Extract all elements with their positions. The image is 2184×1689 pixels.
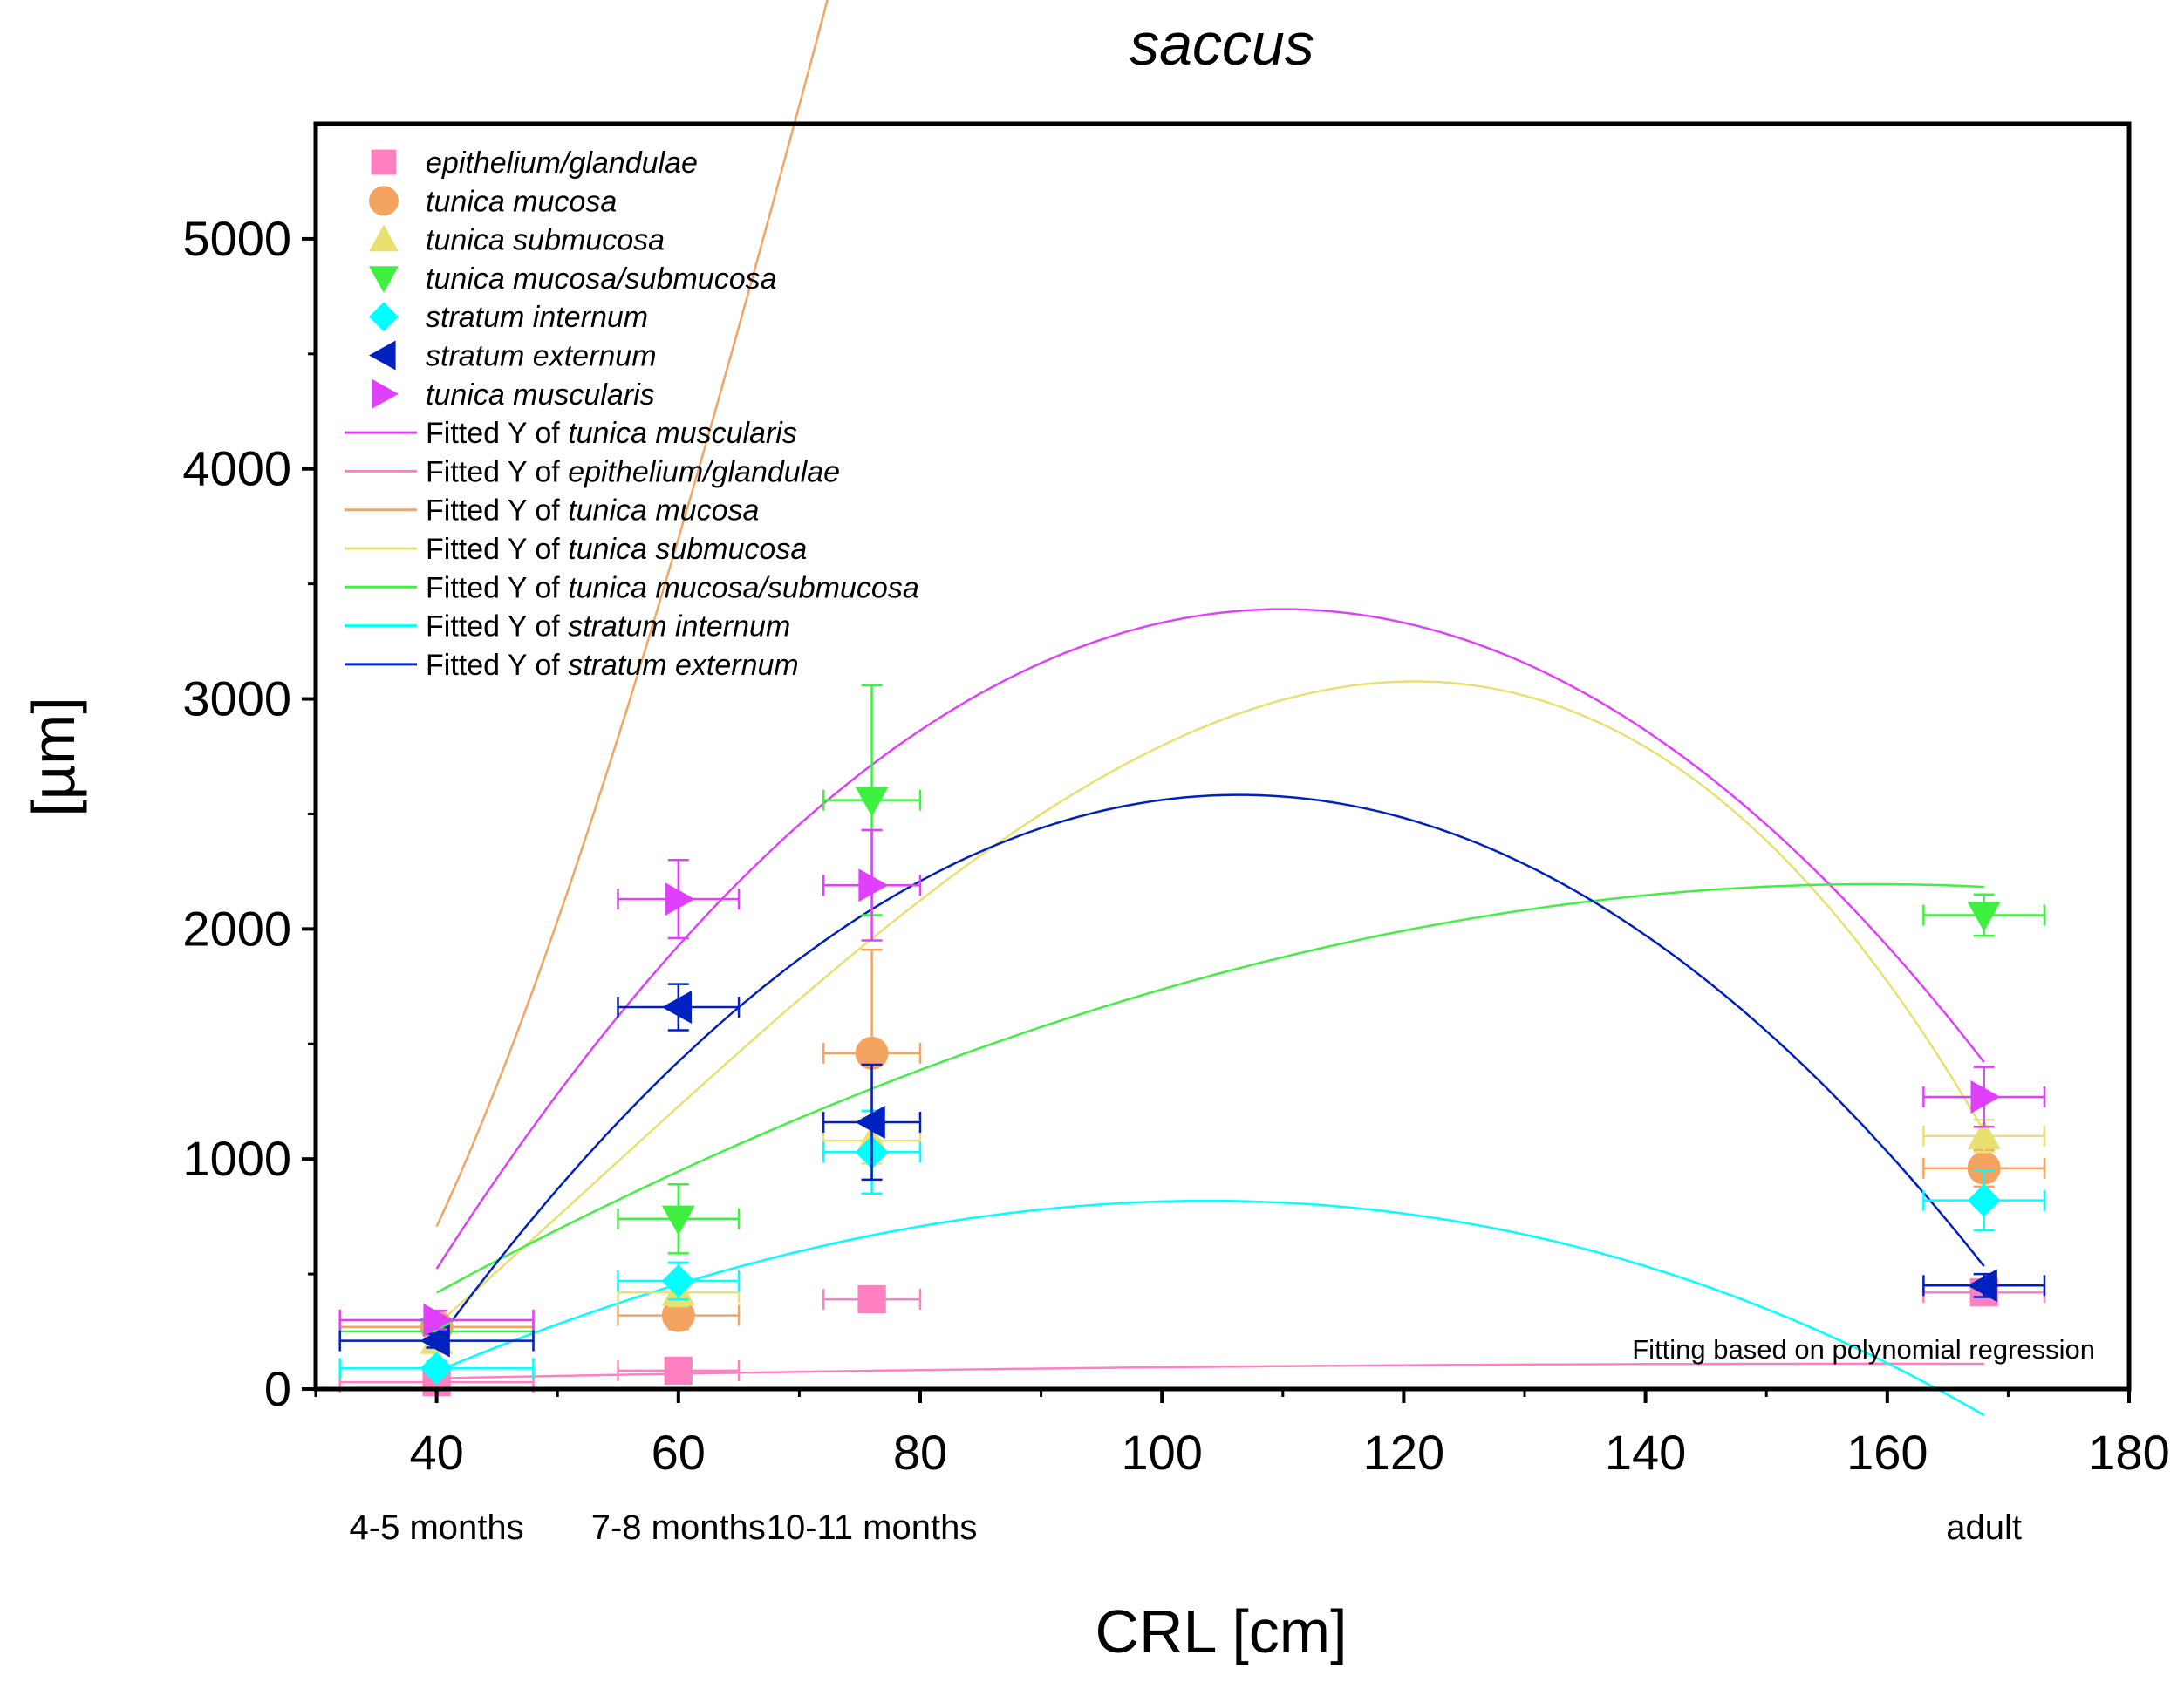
x-tick-label: 60 [652, 1425, 706, 1480]
plot-area [338, 0, 2046, 1417]
data-point [857, 1284, 886, 1314]
data-point [661, 1264, 695, 1298]
legend-fit-label-tunica-submucosa: Fitted Y of tunica submucosa [426, 533, 807, 566]
x-tick-label: 100 [1121, 1425, 1202, 1480]
legend-marker-tunica-submucosa [369, 224, 399, 252]
legend-marker-stratum-internum [369, 302, 399, 332]
stage-label: 7-8 months [591, 1509, 766, 1547]
x-tick-label: 180 [2088, 1425, 2169, 1480]
data-point [1967, 1269, 1997, 1303]
y-tick-label: 5000 [182, 211, 291, 266]
y-tick-label: 4000 [182, 441, 291, 496]
x-tick-label: 40 [409, 1425, 463, 1480]
data-point [1967, 1119, 2001, 1149]
legend-fit-label-stratum-externum: Fitted Y of stratum externum [426, 649, 799, 682]
legend-marker-stratum-externum [369, 340, 396, 371]
legend-label-tunica-mucosa: tunica mucosa [426, 185, 617, 218]
stage-label: 10-11 months [767, 1509, 978, 1547]
data-point [420, 1352, 454, 1386]
series-tunica-muscularis [338, 828, 2046, 1337]
stage-label: adult [1946, 1509, 2022, 1547]
series-stratum-externum [338, 983, 2046, 1358]
data-point [855, 1036, 889, 1070]
x-axis-label: CRL [cm] [1095, 1597, 1347, 1665]
legend-fit-label-tunica-mucosa: Fitted Y of tunica mucosa [426, 494, 759, 528]
x-tick-label: 160 [1846, 1425, 1928, 1480]
data-point [423, 1303, 454, 1337]
fit-line-stratum-internum [436, 1199, 1985, 1417]
legend-label-tunica-muscularis: tunica muscularis [426, 378, 655, 412]
x-tick-label: 120 [1363, 1425, 1444, 1480]
data-point [664, 1356, 693, 1386]
legend-marker-tunica-mucosa-submucosa [369, 266, 399, 293]
data-point [1970, 1079, 2001, 1114]
y-tick-label: 0 [264, 1361, 291, 1416]
y-tick-label: 2000 [182, 901, 291, 956]
legend-marker-tunica-muscularis [372, 378, 399, 409]
legend-label-tunica-mucosa-submucosa: tunica mucosa/submucosa [426, 262, 777, 296]
fit-line-tunica-mucosa [435, 0, 829, 1228]
legend-label-stratum-internum: stratum internum [426, 301, 648, 334]
data-point [661, 1205, 695, 1236]
x-tick-label: 80 [893, 1425, 947, 1480]
legend-label-epithelium-glandulae: epithelium/glandulae [426, 146, 698, 180]
data-point [1967, 1151, 2001, 1185]
fit-line-tunica-mucosa-submucosa [436, 882, 1984, 1294]
data-point [661, 991, 692, 1025]
fit-line-stratum-externum [435, 793, 1985, 1343]
legend: epithelium/glandulae tunica mucosa tunica … [345, 146, 919, 682]
legend-fit-label-epithelium-glandulae: Fitted Y of epithelium/glandulae [426, 455, 840, 488]
legend-label-stratum-externum: stratum externum [426, 340, 657, 373]
legend-fit-label-tunica-muscularis: Fitted Y of tunica muscularis [426, 417, 797, 450]
plot-frame [313, 121, 2132, 1392]
y-tick-label: 3000 [182, 671, 291, 726]
y-axis-label: [µm] [19, 697, 87, 817]
fitting-note: Fitting based on polynomial regression [1632, 1334, 2095, 1365]
data-point [1967, 1183, 2001, 1217]
fit-line-tunica-submucosa [435, 680, 1985, 1326]
data-point [665, 882, 695, 916]
data-point [855, 787, 889, 817]
stage-label: 4-5 months [350, 1509, 524, 1547]
data-point [1967, 902, 2001, 932]
data-point [420, 1324, 450, 1358]
fit-line-tunica-muscularis [435, 608, 1985, 1270]
y-tick-label: 1000 [182, 1131, 291, 1186]
chart-title: saccus [1130, 11, 1314, 78]
x-tick-label: 140 [1605, 1425, 1686, 1480]
legend-marker-epithelium-glandulae [371, 149, 397, 175]
legend-marker-tunica-mucosa [369, 186, 399, 216]
legend-fit-label-stratum-internum: Fitted Y of stratum internum [426, 610, 790, 644]
legend-fit-label-tunica-mucosa-submucosa: Fitted Y of tunica mucosa/submucosa [426, 571, 919, 604]
legend-label-tunica-submucosa: tunica submucosa [426, 224, 665, 257]
data-point [858, 868, 889, 902]
fit-line-epithelium-glandulae [436, 1362, 1984, 1379]
axis-ticks: 40 60 80 100 120 140 160 180 0 1000 2000 3000 4000 50… [182, 211, 2169, 1547]
data-point [855, 1105, 885, 1139]
